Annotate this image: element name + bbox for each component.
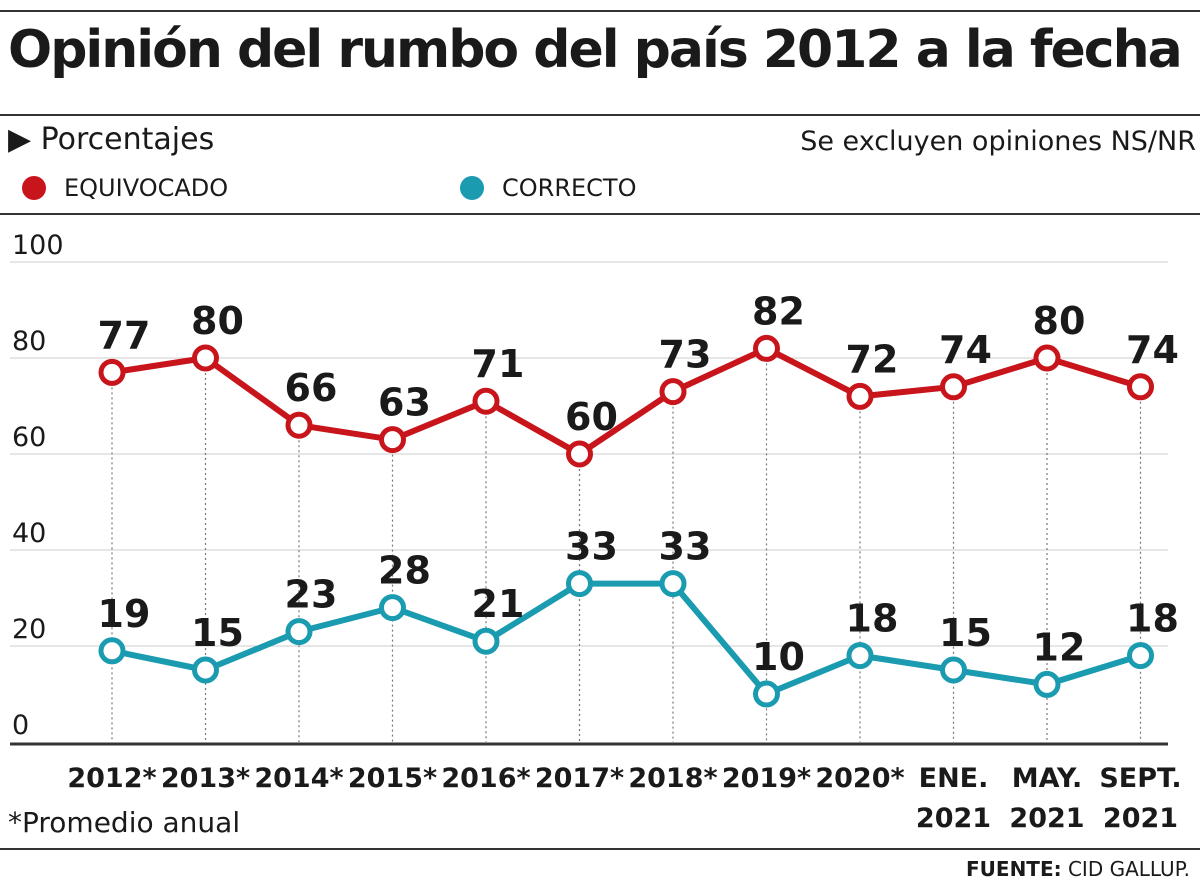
divider	[0, 848, 1200, 850]
data-point	[472, 387, 500, 415]
subtitle: ▶ Porcentajes	[8, 122, 214, 157]
data-label: 33	[659, 525, 712, 569]
data-point	[472, 627, 500, 655]
data-point	[1127, 642, 1154, 670]
legend-correcto: CORRECTO	[460, 174, 636, 202]
note: Se excluyen opiniones NS/NR	[800, 126, 1196, 157]
footnote: *Promedio anual	[8, 806, 241, 839]
data-point	[846, 382, 874, 410]
data-label: 10	[752, 635, 805, 679]
data-label: 15	[939, 611, 992, 655]
data-point	[1127, 373, 1154, 401]
divider	[0, 213, 1200, 215]
y-tick-label: 100	[12, 230, 64, 261]
data-label: 74	[939, 328, 992, 372]
data-point	[1033, 670, 1061, 698]
divider	[0, 114, 1200, 116]
data-label: 33	[565, 525, 618, 569]
data-label: 74	[1126, 328, 1179, 372]
chart-title: Opinión del rumbo del país 2012 a la fec…	[8, 20, 1183, 80]
series-line-correcto	[111, 580, 1142, 697]
data-label: 80	[1033, 299, 1086, 343]
legend-equivocado: EQUIVOCADO	[22, 174, 228, 202]
x-tick-label: 2013*	[161, 763, 250, 794]
data-label: 12	[1033, 625, 1086, 669]
x-tick-label: MAY.	[1012, 763, 1083, 794]
data-label: 21	[472, 582, 525, 626]
data-point	[379, 594, 406, 622]
legend-label: EQUIVOCADO	[64, 174, 229, 202]
data-point	[659, 570, 687, 598]
x-tick-label: 2020*	[815, 763, 904, 794]
data-label: 63	[378, 381, 431, 425]
data-point	[659, 378, 687, 406]
data-label: 19	[98, 592, 151, 636]
source: FUENTE: CID GALLUP.	[966, 857, 1190, 881]
data-label: 28	[378, 549, 431, 593]
data-point	[192, 344, 219, 372]
y-tick-label: 80	[12, 326, 46, 357]
legend-label: CORRECTO	[502, 174, 637, 202]
data-label: 73	[659, 333, 712, 377]
data-label: 72	[846, 337, 899, 381]
x-tick-label: 2014*	[254, 763, 343, 794]
legend-marker	[460, 176, 484, 200]
source-text: CID GALLUP.	[1067, 857, 1190, 881]
x-tick-label: 2017*	[535, 763, 624, 794]
x-tick-label: 2021	[1103, 803, 1178, 834]
data-point	[753, 334, 780, 362]
triangle-icon: ▶	[8, 122, 32, 157]
data-label: 80	[191, 299, 244, 343]
x-tick-label: SEPT.	[1099, 763, 1181, 794]
data-point	[566, 440, 593, 468]
subtitle-text: Porcentajes	[40, 122, 215, 157]
series-line-equivocado	[111, 345, 1142, 457]
data-point	[846, 642, 874, 670]
x-tick-label: 2015*	[348, 763, 437, 794]
x-tick-label: 2018*	[628, 763, 717, 794]
data-point	[379, 426, 406, 454]
data-label: 23	[285, 573, 338, 617]
data-label: 15	[191, 611, 244, 655]
x-tick-label: ENE.	[919, 763, 989, 794]
y-tick-label: 40	[12, 518, 46, 549]
data-label: 60	[565, 395, 618, 439]
data-point	[192, 656, 219, 684]
x-tick-label: 2016*	[441, 763, 530, 794]
data-point	[940, 373, 967, 401]
data-label: 66	[285, 366, 338, 410]
data-label: 18	[1126, 597, 1179, 641]
data-label: 18	[846, 597, 899, 641]
x-tick-label: 2012*	[67, 763, 156, 794]
data-label: 71	[472, 342, 525, 386]
data-point	[285, 618, 313, 646]
x-tick-label: 2021	[916, 803, 991, 834]
data-label: 77	[98, 313, 151, 357]
data-point	[753, 680, 780, 708]
data-point	[285, 411, 313, 439]
data-point	[566, 570, 593, 598]
data-label: 82	[752, 289, 805, 333]
divider	[0, 10, 1200, 12]
x-tick-label: 2019*	[722, 763, 811, 794]
y-tick-label: 0	[12, 710, 29, 741]
data-point	[940, 656, 967, 684]
data-point	[98, 358, 126, 386]
x-tick-label: 2021	[1009, 803, 1084, 834]
data-point	[1033, 344, 1061, 372]
y-tick-label: 60	[12, 422, 46, 453]
y-tick-label: 20	[12, 614, 46, 645]
data-point	[98, 637, 126, 665]
legend-marker	[22, 176, 46, 200]
source-label: FUENTE:	[966, 857, 1062, 881]
